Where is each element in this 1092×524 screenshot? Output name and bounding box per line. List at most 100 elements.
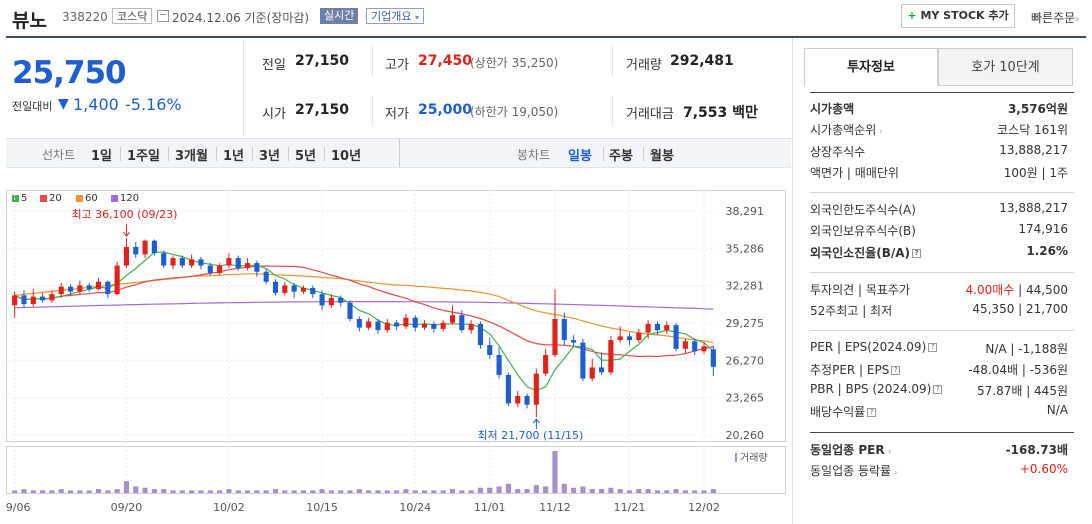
high-label: 고가 <box>385 58 409 73</box>
x-tick-label: 11/12 <box>539 501 571 514</box>
candle-body <box>384 322 390 331</box>
candle-body <box>21 295 27 305</box>
high-annotation: 최고 36,100 (09/23) <box>71 208 177 221</box>
period-1y[interactable]: 1년 <box>223 149 245 164</box>
period-5y[interactable]: 5년 <box>295 149 317 164</box>
period-1d[interactable]: 1일 <box>91 149 113 164</box>
row-key-text: PER | EPS(2024.09) <box>810 340 927 354</box>
candle-body <box>682 341 688 349</box>
row-value: N/A <box>1046 403 1068 417</box>
volume-bar <box>692 490 698 493</box>
candle-body <box>356 318 362 328</box>
y-tick-label: 23,265 <box>726 392 765 405</box>
candle-body <box>403 317 409 327</box>
volume-bar <box>682 490 688 493</box>
volume-bar <box>151 489 157 493</box>
volume-bar <box>40 490 46 493</box>
x-tick-label: 11/01 <box>474 501 506 514</box>
legend-ma60: 60 <box>76 193 98 204</box>
row-value: +0.60% <box>1019 462 1068 476</box>
row-key-text: PBR | BPS (2024.09) <box>810 382 932 396</box>
candle-body <box>189 259 195 266</box>
info-icon[interactable]: ? <box>912 249 922 258</box>
sector-per-row[interactable]: 동일업종 PER › -168.73배 <box>810 441 1068 461</box>
legend-text: 60 <box>85 193 98 204</box>
candle-daily[interactable]: 일봉 <box>568 149 592 164</box>
mystock-add-button[interactable]: + MY STOCK 추가 <box>901 4 1015 28</box>
volume-bar <box>412 490 418 493</box>
face-value-row: 액면가 | 매매단위 100원 | 1주 <box>810 164 1068 184</box>
tab-orderbook[interactable]: 호가 10단계 <box>938 48 1073 86</box>
volume-bar <box>626 490 633 493</box>
candle-body <box>459 315 465 331</box>
volume-legend-swatch <box>735 453 737 462</box>
volume-bar <box>701 490 707 493</box>
candle-body <box>505 374 511 404</box>
y-tick-label: 35,286 <box>726 242 765 255</box>
volume-bar <box>505 483 511 493</box>
stock-chart[interactable]: 38,291 35,286 32,281 29,275 26,270 23,265 20,2… <box>6 190 786 524</box>
panel-divider <box>810 192 1074 193</box>
tab-investment-info[interactable]: 투자정보 <box>804 48 938 86</box>
panel-divider <box>810 92 1074 93</box>
volume-bar <box>636 489 642 493</box>
volume-bar <box>468 490 474 493</box>
candle-body <box>366 321 372 328</box>
separator <box>324 147 325 161</box>
candle-body <box>328 297 334 306</box>
panel-divider <box>810 330 1074 331</box>
separator <box>603 147 604 161</box>
candle-body <box>12 295 18 306</box>
row-value: 13,888,217 <box>999 201 1068 215</box>
candle-body <box>664 325 670 331</box>
candle-monthly[interactable]: 월봉 <box>650 149 674 164</box>
info-icon[interactable]: ? <box>933 385 943 394</box>
upper-limit: (상한가 35,250) <box>470 56 559 70</box>
candle-body <box>477 323 484 346</box>
candle-body <box>114 265 120 295</box>
legend-text: 120 <box>120 193 140 204</box>
separator <box>168 147 169 161</box>
sector-change-row[interactable]: 동일업종 등락률 › +0.60% <box>810 462 1068 482</box>
volume-bar <box>552 451 558 493</box>
info-icon[interactable]: ? <box>867 408 877 417</box>
volume-bar <box>235 490 241 493</box>
candle-body <box>30 296 36 305</box>
legend-swatch <box>12 194 19 202</box>
info-icon[interactable]: ? <box>891 366 901 375</box>
realtime-button[interactable]: 실시간 <box>320 8 359 24</box>
row-key-text: 시가총액순위 <box>810 123 877 137</box>
volume-bar <box>30 490 36 493</box>
volume-bar <box>449 489 456 493</box>
volume-bar <box>384 490 390 493</box>
period-3y[interactable]: 3년 <box>259 149 281 164</box>
candle-body <box>244 263 251 269</box>
company-info-dropdown[interactable]: 기업개요 ▾ <box>366 8 424 24</box>
period-bar: 선차트 1일 1주일 3개월 1년 3년 5년 10년 봉차트 일봉 주봉 월봉 <box>6 138 791 168</box>
candle-weekly[interactable]: 주봉 <box>609 149 633 164</box>
volume-bar <box>67 490 74 493</box>
volume-bar <box>86 490 92 493</box>
volume-bar <box>207 490 213 493</box>
high-arrow-head <box>123 231 130 238</box>
high-value: 27,450 <box>418 53 473 69</box>
candle-body <box>170 258 176 266</box>
volume-bar <box>347 490 353 493</box>
row-value: 100원 | 1주 <box>1003 166 1068 180</box>
market-cap-rank-row[interactable]: 시가총액순위 › 코스닥 161위 <box>810 121 1068 141</box>
panel-divider <box>810 432 1074 433</box>
period-3m[interactable]: 3개월 <box>175 149 208 164</box>
volume-value: 292,481 <box>670 53 734 69</box>
period-10y[interactable]: 10년 <box>331 149 362 164</box>
period-1w[interactable]: 1주일 <box>127 149 160 164</box>
ma60-line <box>14 273 714 344</box>
quick-order-label: 빠른주문 <box>1031 11 1076 25</box>
chevron-right-icon: › <box>891 468 898 478</box>
candle-body <box>67 286 74 292</box>
volume-bar <box>254 490 260 493</box>
candle-body <box>543 354 549 374</box>
quick-order-button[interactable]: 빠른주문› <box>1031 9 1079 26</box>
info-icon[interactable]: ? <box>928 343 938 352</box>
stock-name: 뷰노 <box>12 10 47 32</box>
ma5-line <box>14 251 714 392</box>
